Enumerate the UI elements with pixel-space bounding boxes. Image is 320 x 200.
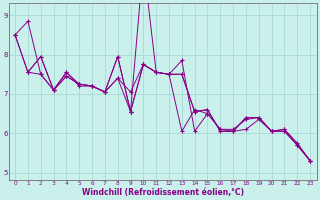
X-axis label: Windchill (Refroidissement éolien,°C): Windchill (Refroidissement éolien,°C) xyxy=(82,188,244,197)
